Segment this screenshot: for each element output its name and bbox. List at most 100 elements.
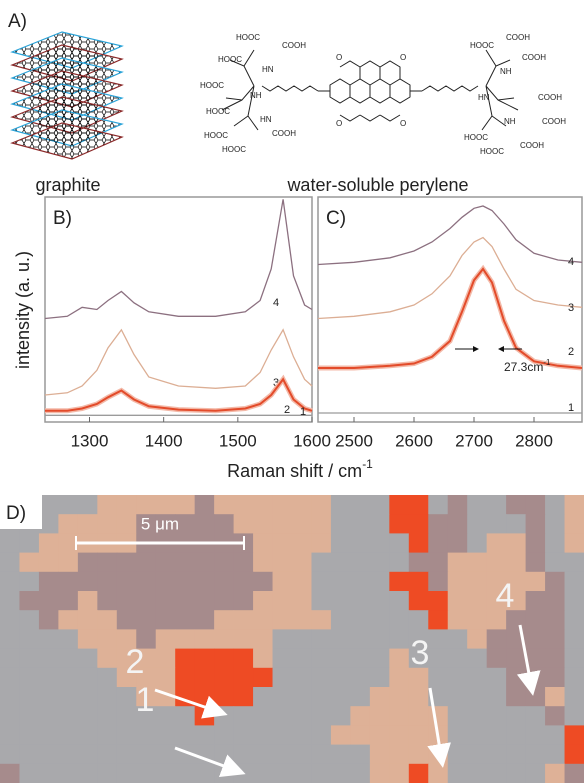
map-pixel: [0, 552, 20, 573]
map-pixel: [447, 610, 468, 630]
series-label: 1: [568, 402, 574, 414]
map-pixel: [545, 725, 566, 746]
map-pixel: [428, 591, 449, 611]
map-pixel: [58, 706, 79, 726]
map-pixel: [525, 725, 546, 746]
map-pixel: [330, 495, 351, 515]
map-pixel: [194, 648, 215, 669]
map-pixel: [330, 706, 351, 726]
map-pixel: [292, 667, 312, 688]
map-pixel: [136, 744, 157, 765]
map-pixel: [58, 552, 79, 573]
map-pixel: [155, 552, 176, 573]
panel-label: A): [8, 11, 27, 32]
map-pixel: [19, 571, 40, 592]
spot-marker: 2: [126, 643, 145, 681]
map-pixel: [467, 495, 488, 515]
map-pixel: [428, 495, 449, 515]
series-label: 2: [568, 346, 574, 358]
map-pixel: [233, 552, 254, 573]
map-pixel: [194, 629, 215, 650]
map-pixel: [155, 610, 176, 630]
map-pixel: [525, 629, 546, 650]
map-pixel: [272, 495, 293, 515]
map-pixel: [428, 552, 449, 573]
map-pixel: [545, 687, 566, 707]
map-pixel: [116, 687, 137, 707]
map-pixel: [330, 648, 351, 669]
map-pixel: [486, 514, 507, 534]
map-pixel: [389, 629, 410, 650]
map-pixel: [369, 763, 390, 783]
map-pixel: [408, 571, 429, 592]
map-pixel: [155, 648, 176, 669]
map-pixel: [545, 591, 566, 611]
map-pixel: [155, 629, 176, 650]
map-pixel: [564, 610, 584, 630]
map-pixel: [77, 514, 98, 534]
map-pixel: [564, 514, 584, 534]
map-pixel: [58, 648, 79, 669]
map-pixel: [447, 629, 468, 650]
map-pixel: [58, 533, 79, 554]
map-pixel: [272, 514, 293, 534]
map-pixel: [214, 687, 235, 707]
map-pixel: [0, 706, 20, 726]
map-pixel: [545, 533, 566, 554]
map-pixel: [350, 514, 371, 534]
raman-map: [0, 495, 584, 783]
map-pixel: [194, 571, 215, 592]
map-pixel: [175, 763, 196, 783]
map-pixel: [428, 610, 449, 630]
map-pixel: [330, 725, 351, 746]
map-pixel: [330, 552, 351, 573]
map-pixel: [564, 552, 584, 573]
map-pixel: [272, 533, 293, 554]
map-pixel: [545, 648, 566, 669]
map-pixel: [77, 571, 98, 592]
map-pixel: [97, 687, 118, 707]
map-pixel: [38, 725, 59, 746]
map-pixel: [350, 591, 371, 611]
map-pixel: [506, 571, 527, 592]
map-pixel: [58, 571, 79, 592]
map-pixel: [155, 571, 176, 592]
map-pixel: [486, 648, 507, 669]
y-axis-label: intensity (a. u.): [13, 251, 33, 369]
map-pixel: [408, 744, 429, 765]
map-pixel: [545, 552, 566, 573]
map-pixel: [486, 552, 507, 573]
map-pixel: [486, 610, 507, 630]
map-pixel: [369, 744, 390, 765]
map-pixel: [136, 514, 157, 534]
map-pixel: [447, 533, 468, 554]
spot-marker: 1: [136, 681, 155, 719]
map-pixel: [136, 610, 157, 630]
map-pixel: [428, 667, 449, 688]
map-pixel: [136, 725, 157, 746]
series-label: 2: [284, 404, 290, 416]
map-pixel: [253, 667, 274, 688]
map-pixel: [564, 725, 584, 746]
map-pixel: [38, 667, 59, 688]
map-pixel: [428, 706, 449, 726]
chem-label: HOOC: [206, 107, 230, 116]
map-pixel: [0, 648, 20, 669]
map-pixel: [272, 763, 293, 783]
panel-label-box: [0, 495, 42, 529]
map-pixel: [233, 763, 254, 783]
map-pixel: [175, 706, 196, 726]
map-pixel: [447, 552, 468, 573]
chem-label: HOOC: [470, 41, 494, 50]
map-pixel: [369, 533, 390, 554]
map-pixel: [175, 648, 196, 669]
map-pixel: [486, 571, 507, 592]
map-pixel: [428, 629, 449, 650]
map-pixel: [38, 571, 59, 592]
map-pixel: [77, 610, 98, 630]
map-pixel: [486, 591, 507, 611]
map-pixel: [194, 763, 215, 783]
map-pixel: [486, 687, 507, 707]
panel-label: D): [6, 503, 26, 524]
map-pixel: [136, 648, 157, 669]
